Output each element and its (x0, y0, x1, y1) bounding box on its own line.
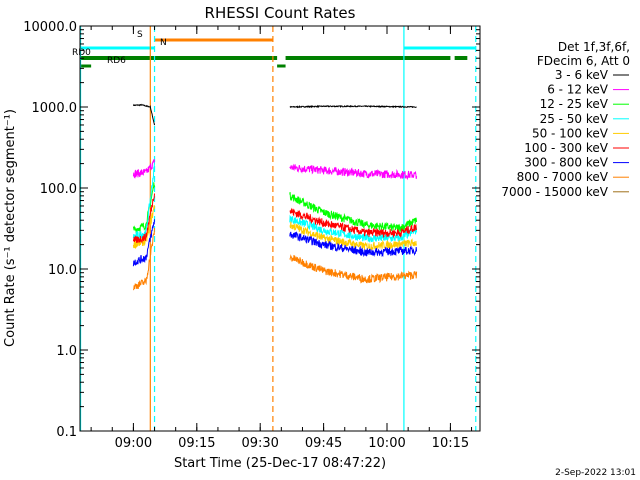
flag-bars: S N RD0 RD6 (72, 30, 476, 68)
footer-timestamp: 2-Sep-2022 13:01 (555, 468, 636, 478)
series-line (289, 231, 418, 258)
series-line (289, 214, 418, 243)
series-line (132, 205, 155, 250)
plot-frame (79, 25, 481, 432)
flag-label-n: N (160, 38, 167, 48)
y-tick-label: 1.0 (56, 344, 77, 359)
x-axis-label: Start Time (25-Dec-17 08:47:22) (174, 456, 386, 471)
legend-entry-label: 50 - 100 keV (532, 126, 609, 140)
series-line (132, 159, 155, 179)
legend-entry-label: 100 - 300 keV (524, 141, 608, 155)
series-line (289, 254, 418, 284)
series-group (132, 103, 418, 291)
legend-entry-label: 7000 - 15000 keV (501, 185, 608, 199)
flag-label-rd0: RD0 (72, 48, 91, 58)
series-line (132, 227, 155, 291)
series-line (132, 219, 155, 267)
y-tick-label: 10000.0 (23, 20, 77, 35)
x-tick-label: 09:00 (115, 436, 152, 451)
chart-title: RHESSI Count Rates (205, 4, 356, 22)
y-tick-label: 100.0 (40, 182, 77, 197)
legend-header-line-2: FDecim 6, Att 0 (537, 54, 630, 68)
series-line (289, 163, 418, 181)
legend-entry-label: 300 - 800 keV (524, 156, 608, 170)
x-tick-label: 09:45 (305, 436, 342, 451)
y-axis-label: Count Rate (s⁻¹ detector segment⁻¹) (3, 109, 18, 347)
legend-entry-label: 800 - 7000 keV (517, 170, 609, 184)
flag-label-s: S (137, 30, 143, 40)
y-tick-label: 0.1 (56, 425, 77, 440)
x-tick-label: 09:15 (178, 436, 215, 451)
series-line (289, 192, 418, 232)
series-line (289, 221, 418, 251)
y-axis: 0.1 1.0 10.0 100.0 1000.0 10000.0 (23, 20, 480, 440)
legend-entry-label: 25 - 50 keV (540, 112, 609, 126)
y-tick-label: 10.0 (48, 263, 77, 278)
x-tick-label: 10:00 (368, 436, 405, 451)
legend-entry-label: 3 - 6 keV (555, 68, 609, 82)
legend-header-line-1: Det 1f,3f,6f, (558, 40, 630, 54)
legend-entry-label: 12 - 25 keV (540, 97, 609, 111)
x-axis: 09:00 09:15 09:30 09:45 10:00 10:15 (90, 26, 473, 451)
flag-label-rd6: RD6 (107, 56, 126, 66)
series-line (132, 193, 155, 244)
x-tick-label: 09:30 (241, 436, 278, 451)
y-tick-label: 1000.0 (32, 101, 78, 116)
series-line (289, 207, 418, 239)
legend-entry-label: 6 - 12 keV (547, 83, 609, 97)
series-line (132, 103, 155, 126)
series-line (289, 104, 417, 109)
x-tick-label: 10:15 (432, 436, 469, 451)
